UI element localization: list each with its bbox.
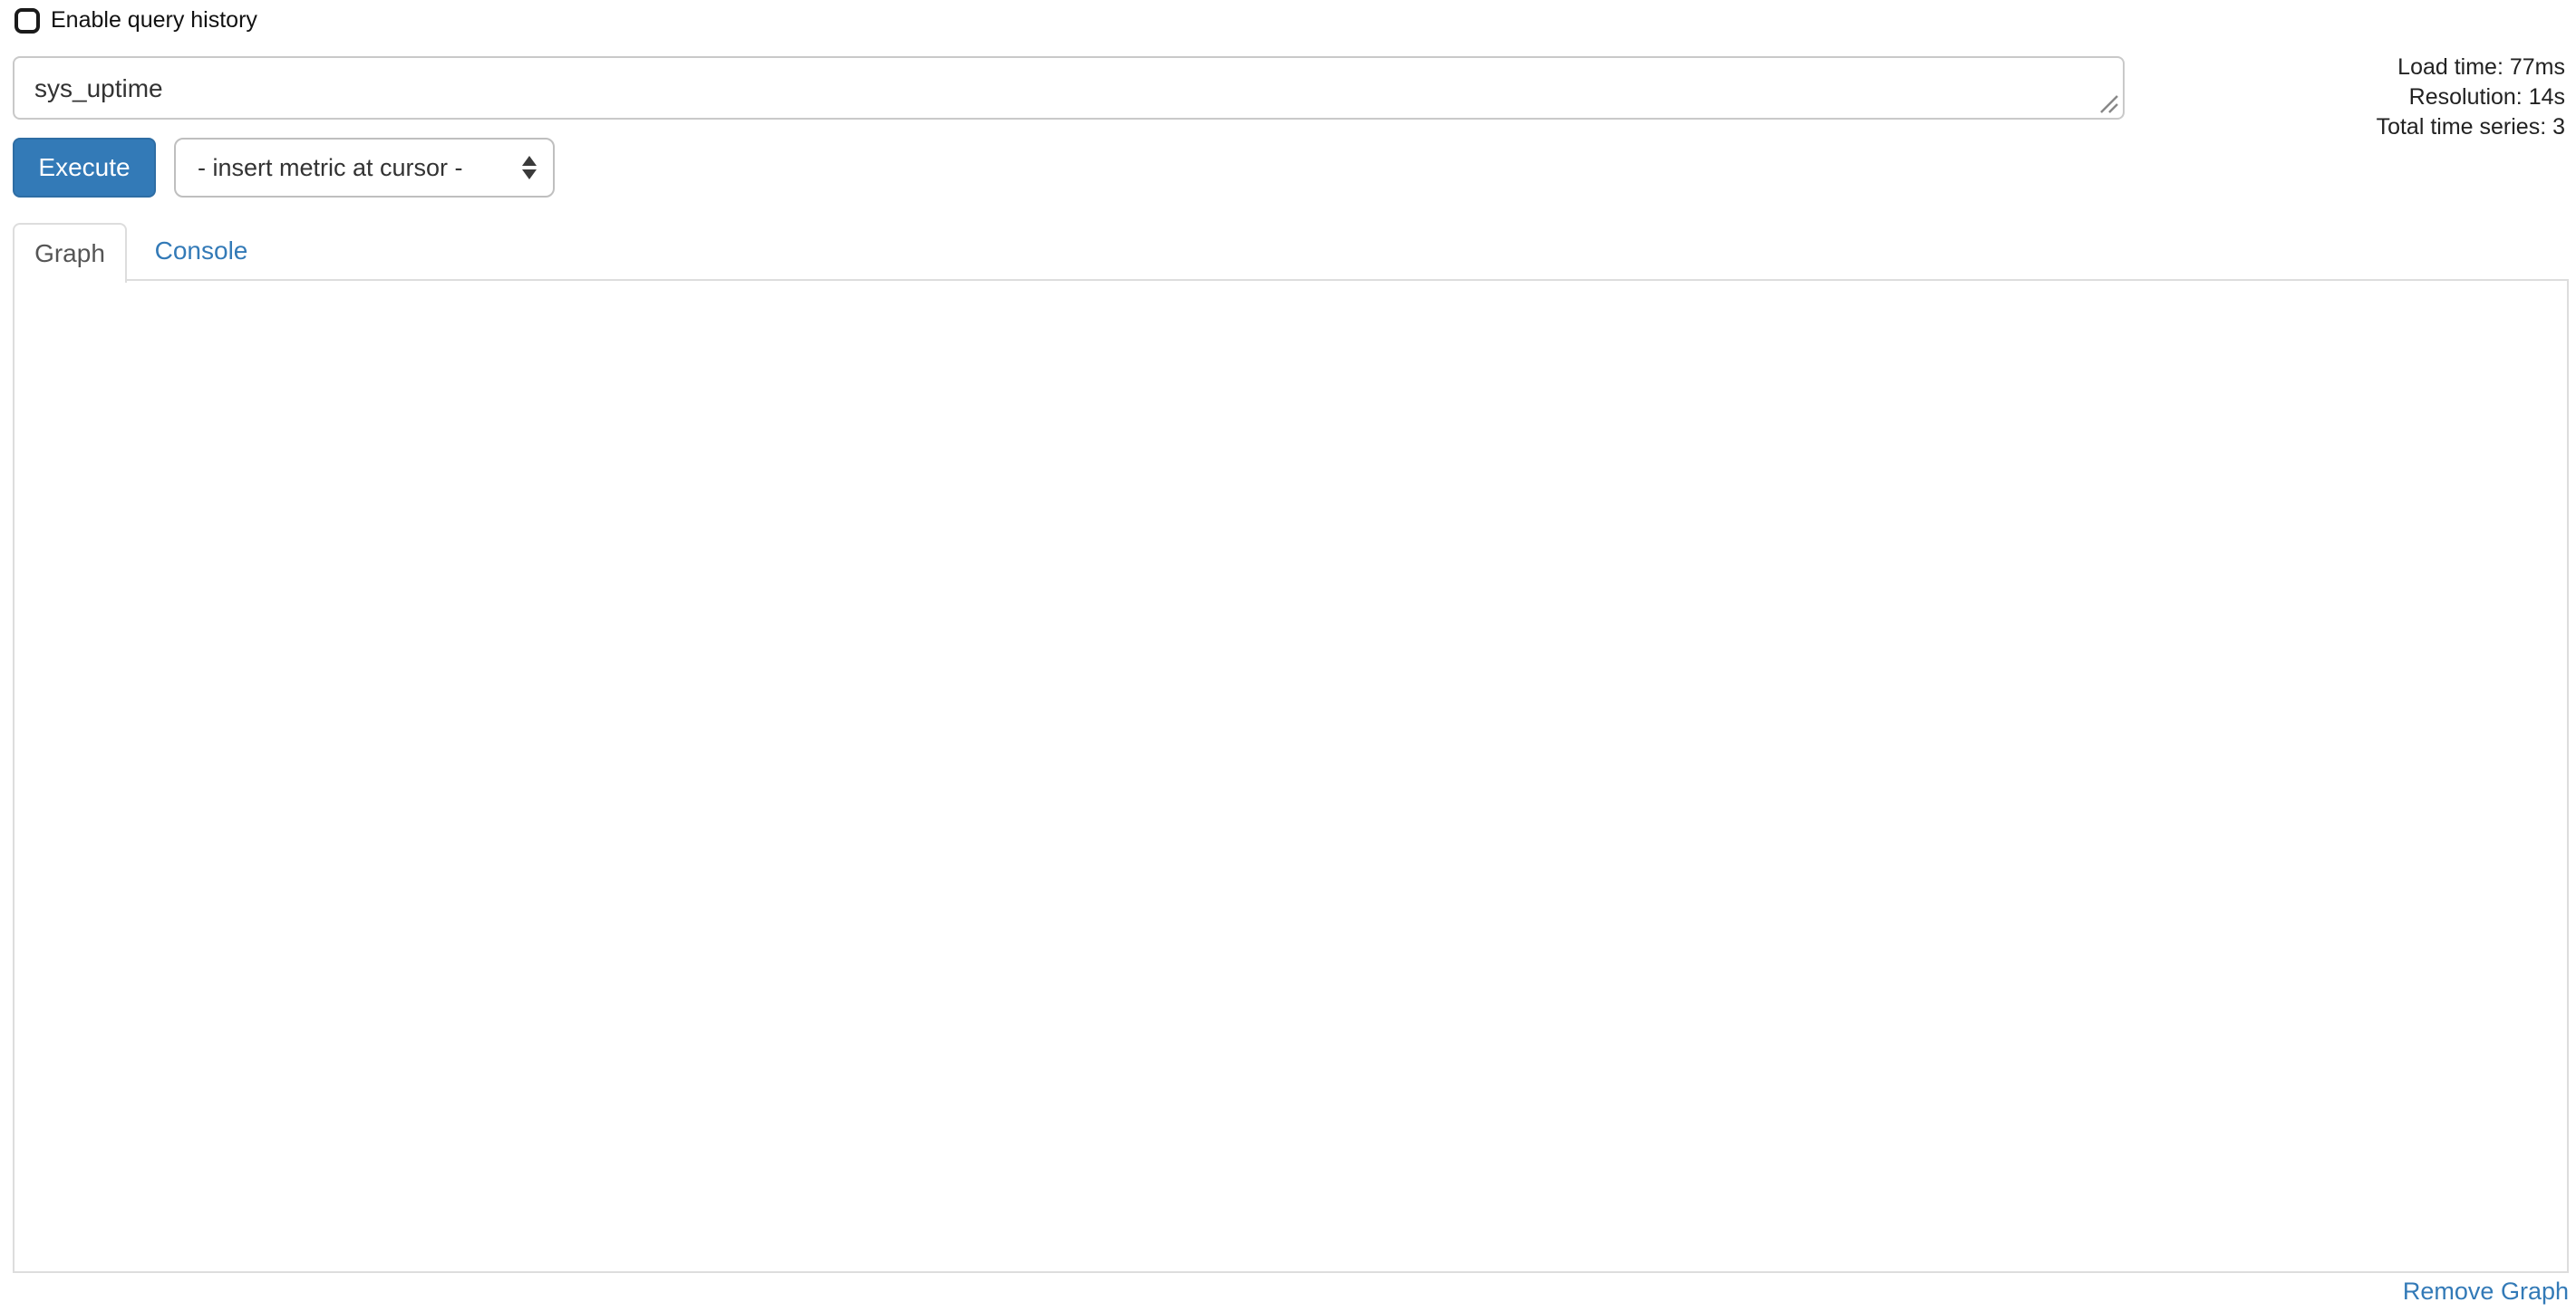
query-stats: Load time: 77ms Resolution: 14s Total ti…	[2377, 53, 2565, 142]
load-time: Load time: 77ms	[2397, 54, 2565, 80]
tab-console[interactable]: Console	[154, 236, 248, 265]
remove-graph-link[interactable]: Remove Graph	[2402, 1278, 2569, 1305]
query-input[interactable]: sys_uptime	[13, 56, 2125, 120]
query-input-value: sys_uptime	[34, 74, 163, 102]
select-arrows-icon	[522, 156, 537, 179]
enable-query-history-label: Enable query history	[51, 7, 257, 33]
enable-query-history-checkbox[interactable]	[15, 7, 40, 34]
query-history-row: Enable query history	[15, 7, 257, 34]
execute-button[interactable]: Execute	[13, 138, 156, 198]
insert-metric-dropdown[interactable]: - insert metric at cursor -	[174, 138, 555, 198]
insert-metric-dropdown-value: - insert metric at cursor -	[198, 153, 463, 181]
total-time-series: Total time series: 3	[2376, 114, 2565, 140]
resize-handle-icon[interactable]	[2097, 92, 2119, 114]
tab-graph[interactable]: Graph	[13, 223, 127, 283]
resolution: Resolution: 14s	[2408, 84, 2565, 110]
graph-panel	[13, 279, 2569, 1273]
